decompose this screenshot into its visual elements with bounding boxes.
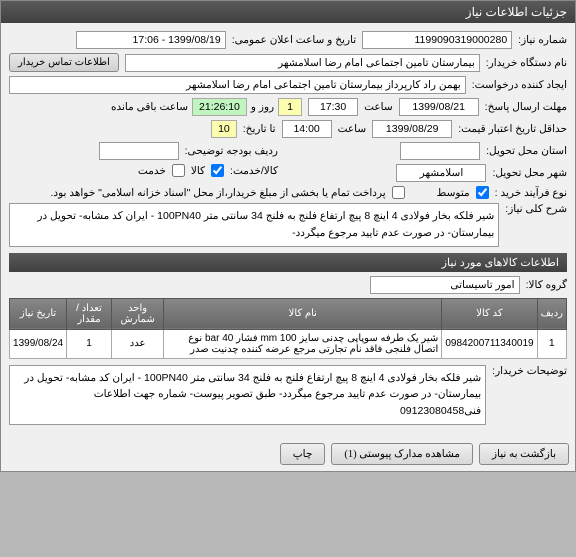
label-buyer-org: نام دستگاه خریدار: [486, 57, 567, 69]
th-row: ردیف [537, 298, 566, 329]
cell-unit: عدد [111, 329, 163, 358]
th-unit: واحد شمارش [111, 298, 163, 329]
field-min-valid-time: 14:00 [282, 120, 332, 138]
field-min-valid-date: 1399/08/29 [372, 120, 452, 138]
label-delivery-city: شهر محل تحویل: [492, 167, 567, 179]
field-delivery-province [400, 142, 480, 160]
label-reply-deadline: مهلت ارسال پاسخ: [485, 101, 567, 113]
checkbox-product[interactable] [211, 164, 224, 177]
field-creator: بهمن راد کارپرداز بیمارستان تامین اجتماع… [9, 76, 466, 94]
label-to-date: تا تاریخ: [243, 123, 276, 135]
field-reply-date: 1399/08/21 [399, 98, 479, 116]
label-medium: متوسط [437, 187, 470, 199]
label-min-valid: حداقل تاریخ اعتبار قیمت: [458, 123, 567, 135]
th-code: کد کالا [442, 298, 537, 329]
label-item-group: گروه کالا: [526, 279, 567, 291]
form-body: شماره نیاز: 1199090319000280 تاریخ و ساع… [1, 23, 575, 437]
cell-code: 0984200711340019 [442, 329, 537, 358]
remaining-time: 21:26:10 [192, 98, 247, 116]
label-delivery-province: استان محل تحویل: [486, 145, 567, 157]
field-budget-row [99, 142, 179, 160]
label-product: کالا [191, 165, 205, 177]
label-pay-note: پرداخت تمام یا بخشی از مبلغ خریدار،از مح… [50, 187, 385, 199]
field-item-group: امور تاسیساتی [370, 276, 520, 294]
remaining-time-group: 1 روز و 21:26:10 ساعت باقی مانده [111, 98, 302, 116]
section-items-header: اطلاعات کالاهای مورد نیاز [9, 253, 567, 272]
label-process-type: نوع فرآیند خرید : [495, 187, 567, 199]
label-day-and: روز و [251, 101, 274, 113]
label-remaining: ساعت باقی مانده [111, 101, 188, 113]
label-hour2: ساعت [338, 123, 367, 135]
label-need-no: شماره نیاز: [518, 34, 567, 46]
cell-name: شیر یک طرفه سوپاپی چدنی سایز 100 mm فشار… [164, 329, 442, 358]
field-need-no: 1199090319000280 [362, 31, 512, 49]
cell-deliv: 1399/08/24 [10, 329, 67, 358]
label-hour1: ساعت [364, 101, 393, 113]
label-budget-row: ردیف بودجه توضیحی: [185, 145, 278, 157]
remaining-days2: 10 [211, 120, 237, 138]
field-overall-desc: شیر فلکه بخار فولادی 4 اینچ 8 پیچ ارتفاع… [9, 203, 499, 247]
back-button[interactable]: بازگشت به نیاز [479, 443, 569, 465]
th-name: نام کالا [164, 298, 442, 329]
checkbox-service[interactable] [172, 164, 185, 177]
contact-button[interactable]: اطلاعات تماس خریدار [9, 53, 119, 72]
need-details-window: جزئیات اطلاعات نیاز شماره نیاز: 11990903… [0, 0, 576, 472]
field-announce-date: 1399/08/19 - 17:06 [76, 31, 226, 49]
label-service: خدمت [138, 165, 166, 177]
th-deliv: تاریخ نیاز [10, 298, 67, 329]
label-product-service: کالا/خدمت: [230, 165, 278, 177]
table-row: 1 0984200711340019 شیر یک طرفه سوپاپی چد… [10, 329, 567, 358]
items-table: ردیف کد کالا نام کالا واحد شمارش تعداد /… [9, 298, 567, 359]
field-delivery-city: اسلامشهر [396, 164, 486, 182]
attachments-button[interactable]: مشاهده مدارک پیوستی (1) [331, 443, 473, 465]
remaining-days: 1 [278, 98, 302, 116]
checkbox-medium[interactable] [476, 186, 489, 199]
field-buyer-notes: شیر فلکه بخار فولادی 4 اینچ 8 پیچ ارتفاع… [9, 365, 486, 425]
window-title: جزئیات اطلاعات نیاز [1, 1, 575, 23]
cell-idx: 1 [537, 329, 566, 358]
label-buyer-notes: توضیحات خریدار: [492, 365, 567, 377]
footer-buttons: بازگشت به نیاز مشاهده مدارک پیوستی (1) چ… [1, 437, 575, 471]
label-overall-desc: شرح کلی نیاز: [505, 203, 567, 215]
field-buyer-org: بیمارستان تامین اجتماعی امام رضا اسلامشه… [125, 54, 480, 72]
cell-qty: 1 [67, 329, 112, 358]
label-announce-date: تاریخ و ساعت اعلان عمومی: [232, 34, 356, 46]
print-button[interactable]: چاپ [280, 443, 326, 465]
checkbox-pay-treasury[interactable] [392, 186, 405, 199]
field-reply-time: 17:30 [308, 98, 358, 116]
th-qty: تعداد / مقدار [67, 298, 112, 329]
label-creator: ایجاد کننده درخواست: [472, 79, 567, 91]
